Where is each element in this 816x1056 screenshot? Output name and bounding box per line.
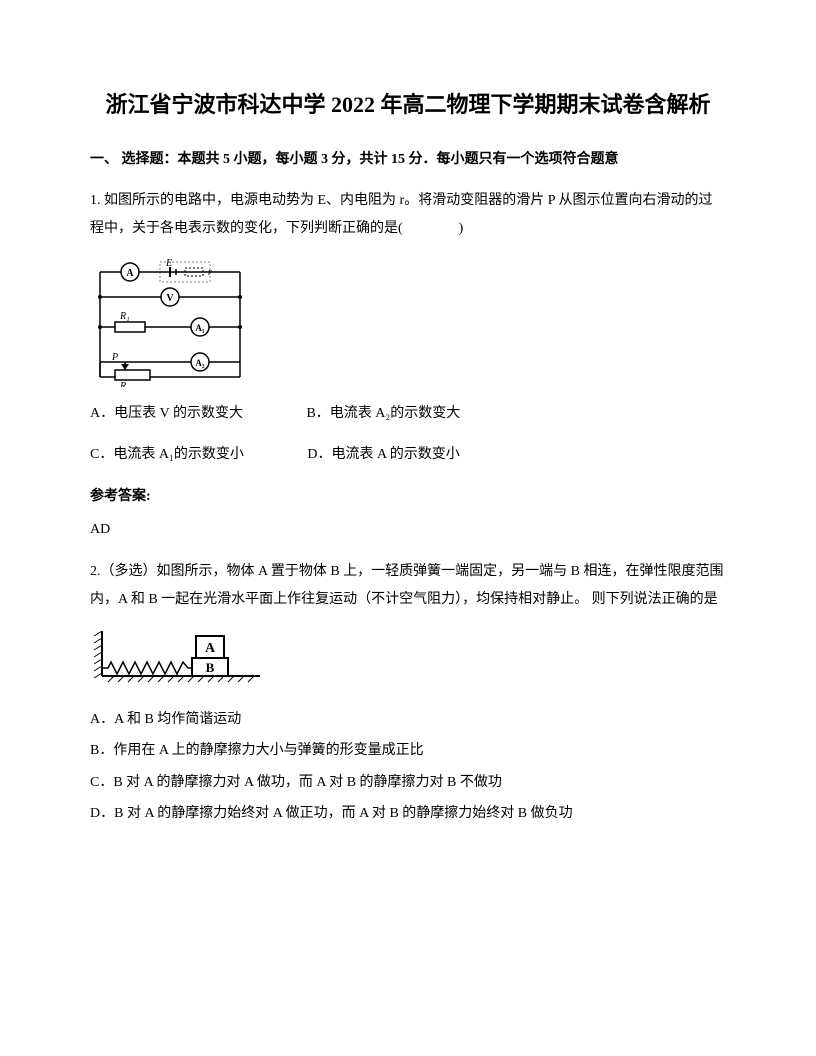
q1-answer-label: 参考答案: (90, 484, 726, 509)
spring-svg: B A (90, 626, 270, 686)
circuit-label-A: A (126, 268, 134, 279)
circuit-label-P: P (111, 352, 118, 363)
q1-option-b: B．电流表 A₂的示数变大 (306, 401, 460, 426)
circuit-diagram: A E r V R₁ A₁ R₂ P A₂ (90, 257, 726, 387)
spring-diagram: B A (90, 626, 726, 695)
q1-option-d: D．电流表 A 的示数变小 (307, 442, 459, 467)
q2-option-b: B．作用在 A 上的静摩擦力大小与弹簧的形变量成正比 (90, 738, 726, 763)
circuit-label-R1: R₁ (119, 311, 130, 322)
spring-label-B: B (206, 660, 215, 675)
q1-options: A．电压表 V 的示数变大 B．电流表 A₂的示数变大 C．电流表 A₁的示数变… (90, 401, 726, 467)
q1-answer: AD (90, 517, 726, 542)
q1-option-c: C．电流表 A₁的示数变小 (90, 442, 244, 467)
circuit-label-E: E (165, 258, 172, 269)
q2-option-a: A．A 和 B 均作简谐运动 (90, 707, 726, 732)
q1-text: 1. 如图所示的电路中，电源电动势为 E、内电阻为 r。将滑动变阻器的滑片 P … (90, 187, 726, 243)
q2-option-c: C．B 对 A 的静摩擦力对 A 做功，而 A 对 B 的静摩擦力对 B 不做功 (90, 770, 726, 795)
section-header: 一、 选择题：本题共 5 小题，每小题 3 分，共计 15 分．每小题只有一个选… (90, 149, 726, 171)
document-title: 浙江省宁波市科达中学 2022 年高二物理下学期期末试卷含解析 (90, 90, 726, 121)
circuit-label-R2: R₂ (119, 381, 130, 387)
circuit-svg: A E r V R₁ A₁ R₂ P A₂ (90, 257, 250, 387)
q2-text: 2.（多选）如图所示，物体 A 置于物体 B 上，一轻质弹簧一端固定，另一端与 … (90, 558, 726, 614)
q2-options: A．A 和 B 均作简谐运动 B．作用在 A 上的静摩擦力大小与弹簧的形变量成正… (90, 707, 726, 826)
circuit-label-A1: A₁ (195, 323, 204, 333)
q2-option-d: D．B 对 A 的静摩擦力始终对 A 做正功，而 A 对 B 的静摩擦力始终对 … (90, 801, 726, 826)
spring-label-A: A (205, 641, 216, 656)
circuit-label-V: V (166, 293, 174, 304)
q1-option-a: A．电压表 V 的示数变大 (90, 401, 243, 426)
circuit-label-A2: A₂ (195, 358, 204, 368)
